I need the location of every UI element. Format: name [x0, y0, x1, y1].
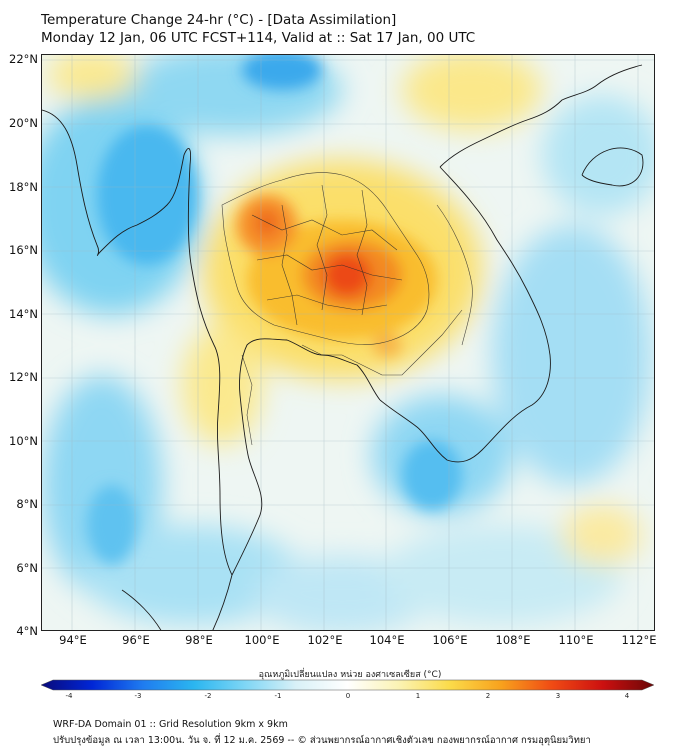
lon-label-110e: 110°E — [558, 633, 594, 647]
province-borders — [221, 172, 473, 446]
lon-label-96e: 96°E — [122, 633, 150, 647]
colorbar-tick: 0 — [345, 692, 351, 700]
lat-label-14n: 14°N — [9, 307, 38, 321]
colorbar-tick: 2 — [485, 692, 491, 700]
graticule — [42, 55, 654, 630]
lat-label-20n: 20°N — [9, 116, 38, 130]
lon-label-108e: 108°E — [495, 633, 531, 647]
colorbar-title: อุณหภูมิเปลี่ยนแปลง หน่วย องศาเซลเซียส (… — [258, 670, 442, 680]
colorbar-tick: -1 — [274, 692, 282, 700]
lat-label-16n: 16°N — [9, 243, 38, 257]
colorbar-tick: 3 — [555, 692, 561, 700]
footer-model-info: WRF-DA Domain 01 :: Grid Resolution 9km … — [53, 719, 288, 730]
lon-label-104e: 104°E — [369, 633, 405, 647]
colorbar-tick: -4 — [65, 692, 73, 700]
lat-label-6n: 6°N — [16, 561, 38, 575]
coastlines — [42, 64, 644, 630]
lat-label-22n: 22°N — [9, 52, 38, 66]
colorbar-tick: 4 — [624, 692, 630, 700]
temperature-field-map — [42, 55, 654, 630]
lat-label-8n: 8°N — [16, 497, 38, 511]
lat-label-10n: 10°N — [9, 434, 38, 448]
lon-label-98e: 98°E — [185, 633, 213, 647]
lon-label-112e: 112°E — [621, 633, 657, 647]
lon-label-100e: 100°E — [244, 633, 280, 647]
lon-label-94e: 94°E — [59, 633, 87, 647]
map-panel — [41, 54, 655, 631]
lon-label-102e: 102°E — [307, 633, 343, 647]
colorbar-tick: -2 — [204, 692, 212, 700]
colorbar-tick: -3 — [134, 692, 142, 700]
lat-label-12n: 12°N — [9, 370, 38, 384]
footer-credit: ปรับปรุงข้อมูล ณ เวลา 13:00น. วัน จ. ที่… — [53, 735, 591, 746]
lat-label-18n: 18°N — [9, 180, 38, 194]
chart-title: Temperature Change 24-hr (°C) - [Data As… — [41, 12, 397, 28]
colorbar-tick: 1 — [415, 692, 421, 700]
lat-label-4n: 4°N — [16, 624, 38, 638]
lon-label-106e: 106°E — [432, 633, 468, 647]
colorbar-gradient — [40, 679, 655, 691]
chart-subtitle: Monday 12 Jan, 06 UTC FCST+114, Valid at… — [41, 30, 476, 46]
